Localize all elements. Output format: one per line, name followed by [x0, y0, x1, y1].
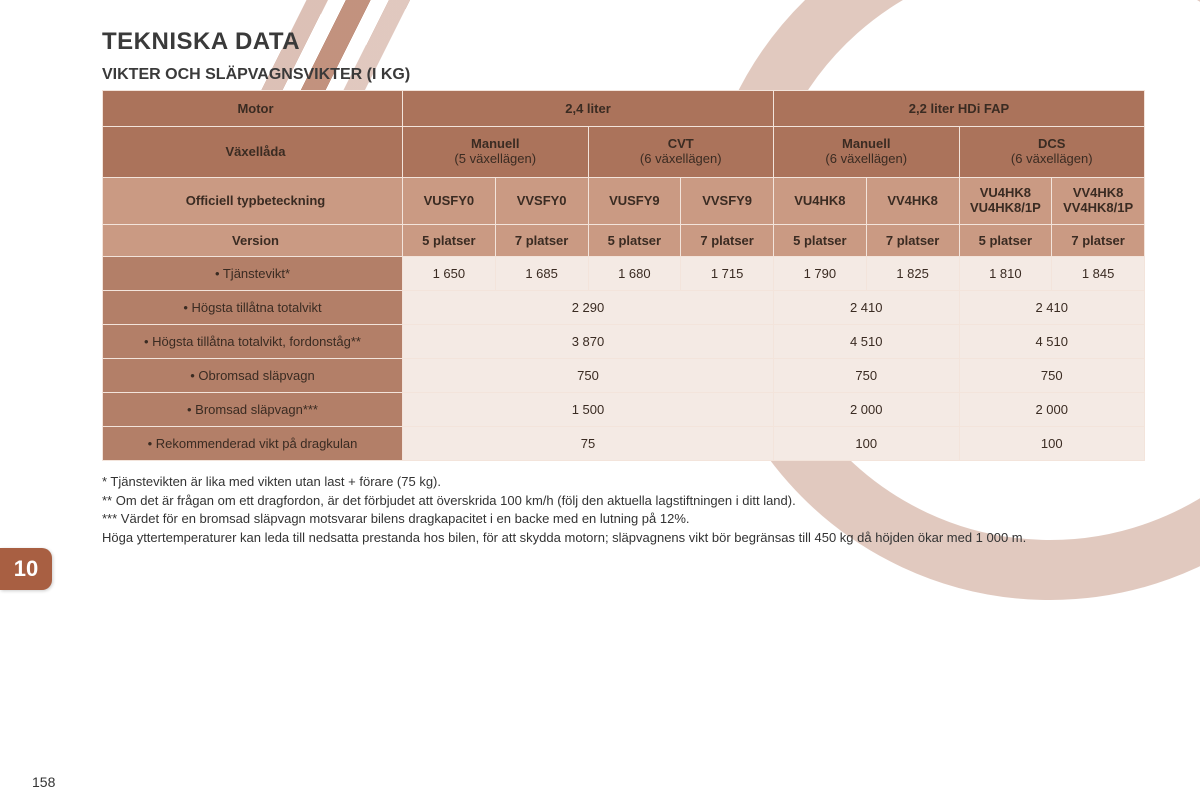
gearbox-2-detail: (6 växellägen) — [825, 151, 907, 166]
version-7: 7 platser — [1052, 224, 1145, 256]
cell: 2 410 — [774, 290, 960, 324]
gearbox-1: CVT (6 växellägen) — [588, 127, 774, 178]
table-row: • Högsta tillåtna totalvikt2 2902 4102 4… — [103, 290, 1145, 324]
gearbox-3: DCS (6 växellägen) — [959, 127, 1145, 178]
table-body: • Tjänstevikt*1 6501 6851 6801 7151 7901… — [103, 256, 1145, 460]
cell: 750 — [774, 358, 960, 392]
cell: 1 685 — [495, 256, 588, 290]
typecode-1: VVSFY0 — [495, 177, 588, 224]
cell: 1 680 — [588, 256, 681, 290]
table-row: • Obromsad släpvagn750750750 — [103, 358, 1145, 392]
cell: 1 845 — [1052, 256, 1145, 290]
gearbox-1-name: CVT — [668, 136, 694, 151]
row-label: • Högsta tillåtna totalvikt — [103, 290, 403, 324]
engine-0: 2,4 liter — [403, 91, 774, 127]
cell: 1 825 — [866, 256, 959, 290]
row-label: • Bromsad släpvagn*** — [103, 392, 403, 426]
page-title: TEKNISKA DATA — [102, 28, 1145, 56]
version-3: 7 platser — [681, 224, 774, 256]
row-typecode: Officiell typbeteckning VUSFY0 VVSFY0 VU… — [103, 177, 1145, 224]
gearbox-0-detail: (5 växellägen) — [454, 151, 536, 166]
footnote-0: * Tjänstevikten är lika med vikten utan … — [102, 473, 1145, 492]
version-4: 5 platser — [774, 224, 867, 256]
row-label: • Obromsad släpvagn — [103, 358, 403, 392]
typecode-7: VV4HK8 VV4HK8/1P — [1052, 177, 1145, 224]
label-motor: Motor — [103, 91, 403, 127]
label-typecode: Officiell typbeteckning — [103, 177, 403, 224]
gearbox-0-name: Manuell — [471, 136, 519, 151]
gearbox-3-detail: (6 växellägen) — [1011, 151, 1093, 166]
typecode-2: VUSFY9 — [588, 177, 681, 224]
row-version: Version 5 platser 7 platser 5 platser 7 … — [103, 224, 1145, 256]
gearbox-1-detail: (6 växellägen) — [640, 151, 722, 166]
cell: 2 000 — [774, 392, 960, 426]
version-5: 7 platser — [866, 224, 959, 256]
version-1: 7 platser — [495, 224, 588, 256]
cell: 75 — [403, 426, 774, 460]
weights-table: Motor 2,4 liter 2,2 liter HDi FAP Växell… — [102, 90, 1145, 461]
cell: 100 — [959, 426, 1145, 460]
label-version: Version — [103, 224, 403, 256]
cell: 2 410 — [959, 290, 1145, 324]
version-6: 5 platser — [959, 224, 1052, 256]
footnotes: * Tjänstevikten är lika med vikten utan … — [102, 473, 1145, 548]
row-motor: Motor 2,4 liter 2,2 liter HDi FAP — [103, 91, 1145, 127]
cell: 1 500 — [403, 392, 774, 426]
cell: 1 715 — [681, 256, 774, 290]
gearbox-2-name: Manuell — [842, 136, 890, 151]
cell: 2 290 — [403, 290, 774, 324]
row-label: • Tjänstevikt* — [103, 256, 403, 290]
row-label: • Högsta tillåtna totalvikt, fordonståg*… — [103, 324, 403, 358]
cell: 1 790 — [774, 256, 867, 290]
page-subtitle: VIKTER OCH SLÄPVAGNSVIKTER (I KG) — [102, 66, 1145, 84]
cell: 1 650 — [403, 256, 496, 290]
cell: 750 — [403, 358, 774, 392]
footnote-1: ** Om det är frågan om ett dragfordon, ä… — [102, 492, 1145, 511]
typecode-5: VV4HK8 — [866, 177, 959, 224]
table-row: • Bromsad släpvagn***1 5002 0002 000 — [103, 392, 1145, 426]
cell: 1 810 — [959, 256, 1052, 290]
cell: 4 510 — [959, 324, 1145, 358]
table-row: • Rekommenderad vikt på dragkulan7510010… — [103, 426, 1145, 460]
version-2: 5 platser — [588, 224, 681, 256]
row-label: • Rekommenderad vikt på dragkulan — [103, 426, 403, 460]
gearbox-0: Manuell (5 växellägen) — [403, 127, 589, 178]
label-gearbox: Växellåda — [103, 127, 403, 178]
table-row: • Tjänstevikt*1 6501 6851 6801 7151 7901… — [103, 256, 1145, 290]
page-number: 158 — [32, 774, 55, 790]
row-gearbox: Växellåda Manuell (5 växellägen) CVT (6 … — [103, 127, 1145, 178]
typecode-3: VVSFY9 — [681, 177, 774, 224]
gearbox-3-name: DCS — [1038, 136, 1065, 151]
section-tab: 10 — [0, 548, 52, 590]
table-row: • Högsta tillåtna totalvikt, fordonståg*… — [103, 324, 1145, 358]
cell: 4 510 — [774, 324, 960, 358]
cell: 3 870 — [403, 324, 774, 358]
cell: 2 000 — [959, 392, 1145, 426]
version-0: 5 platser — [403, 224, 496, 256]
page-content: TEKNISKA DATA VIKTER OCH SLÄPVAGNSVIKTER… — [0, 0, 1200, 548]
cell: 750 — [959, 358, 1145, 392]
engine-1: 2,2 liter HDi FAP — [774, 91, 1145, 127]
typecode-6: VU4HK8 VU4HK8/1P — [959, 177, 1052, 224]
cell: 100 — [774, 426, 960, 460]
footnote-2: *** Värdet för en bromsad släpvagn motsv… — [102, 510, 1145, 529]
typecode-4: VU4HK8 — [774, 177, 867, 224]
typecode-0: VUSFY0 — [403, 177, 496, 224]
gearbox-2: Manuell (6 växellägen) — [774, 127, 960, 178]
footnote-3: Höga yttertemperaturer kan leda till ned… — [102, 529, 1145, 548]
